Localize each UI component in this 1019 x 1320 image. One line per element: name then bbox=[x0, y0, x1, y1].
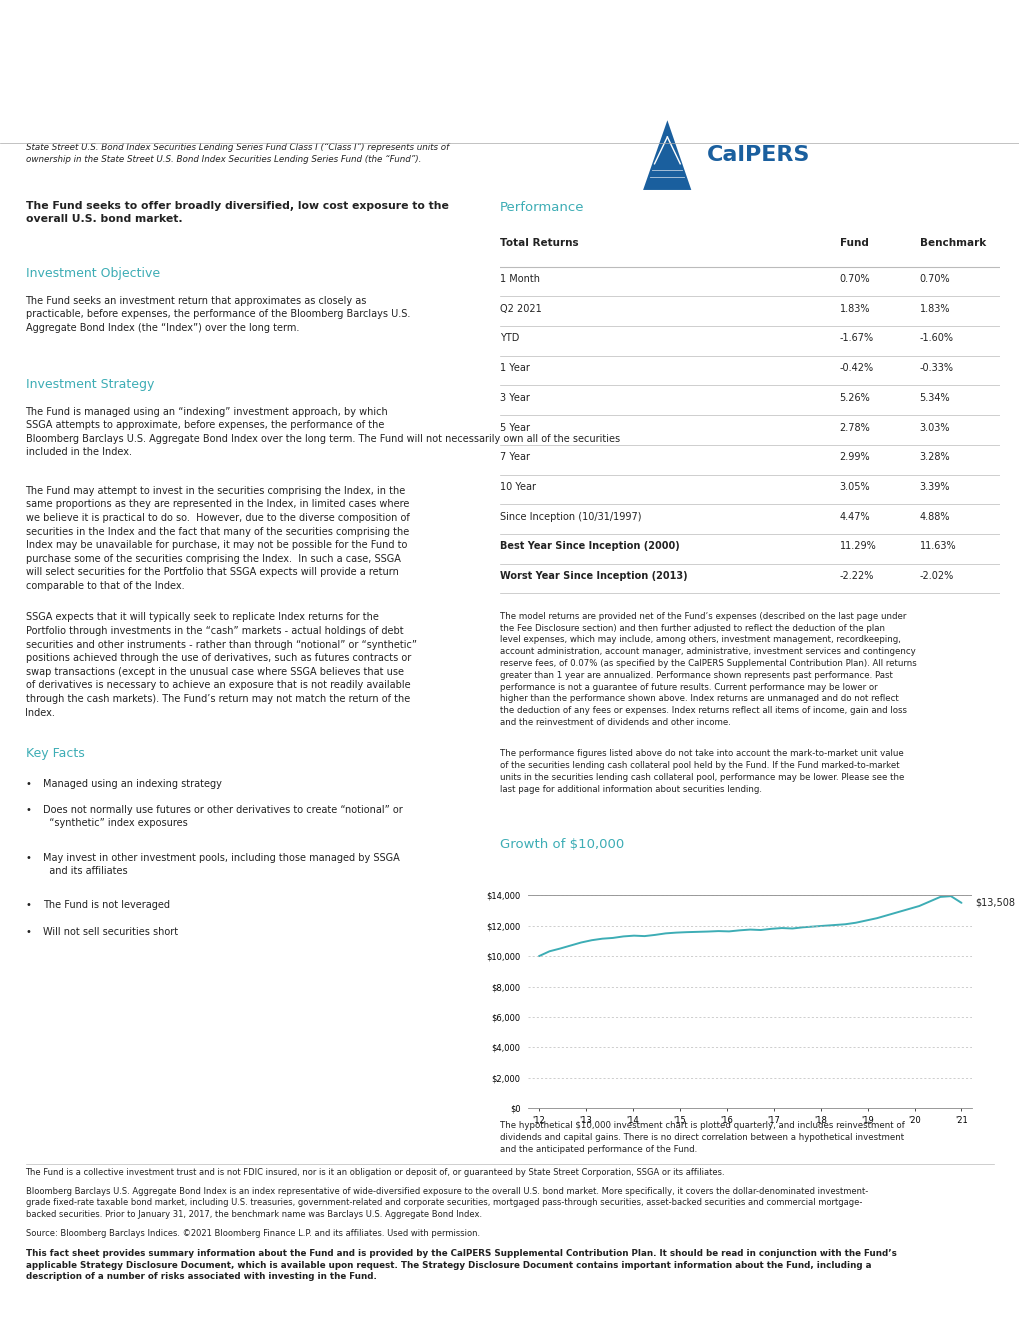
Text: 0.70%: 0.70% bbox=[919, 275, 950, 284]
Text: 11.29%: 11.29% bbox=[839, 541, 875, 552]
Text: State Street U.S. Bond Index Fund - Class I: State Street U.S. Bond Index Fund - Clas… bbox=[217, 48, 802, 73]
Text: The Fund seeks to offer broadly diversified, low cost exposure to the
overall U.: The Fund seeks to offer broadly diversif… bbox=[25, 201, 448, 224]
Text: The Fund is not leveraged: The Fund is not leveraged bbox=[43, 900, 170, 911]
Text: SSGA expects that it will typically seek to replicate Index returns for the
Port: SSGA expects that it will typically seek… bbox=[25, 612, 416, 718]
Text: This fact sheet provides summary information about the Fund and is provided by t: This fact sheet provides summary informa… bbox=[25, 1249, 896, 1282]
Text: 5.26%: 5.26% bbox=[839, 393, 869, 403]
Text: State Street U.S. Bond Index Securities Lending Series Fund Class I (“Class I”) : State Street U.S. Bond Index Securities … bbox=[25, 143, 448, 164]
Text: The Fund is managed using an “indexing” investment approach, by which
SSGA attem: The Fund is managed using an “indexing” … bbox=[25, 407, 619, 457]
Text: 2.78%: 2.78% bbox=[839, 422, 869, 433]
Text: Benchmark: Benchmark bbox=[919, 238, 985, 248]
Text: The performance figures listed above do not take into account the mark-to-market: The performance figures listed above do … bbox=[499, 750, 903, 793]
Text: 1.83%: 1.83% bbox=[919, 304, 950, 314]
Text: 3.05%: 3.05% bbox=[839, 482, 869, 492]
Text: -0.42%: -0.42% bbox=[839, 363, 873, 374]
Text: •: • bbox=[25, 779, 32, 789]
Text: $13,508: $13,508 bbox=[974, 898, 1014, 908]
Text: 0.70%: 0.70% bbox=[839, 275, 869, 284]
Text: The model returns are provided net of the Fund’s expenses (described on the last: The model returns are provided net of th… bbox=[499, 612, 916, 727]
Text: The Fund is a collective investment trust and is not FDIC insured, nor is it an : The Fund is a collective investment trus… bbox=[25, 1168, 725, 1177]
Text: 3.39%: 3.39% bbox=[919, 482, 950, 492]
Text: YTD: YTD bbox=[499, 334, 519, 343]
Text: Key Facts: Key Facts bbox=[25, 747, 85, 760]
Text: CalPERS: CalPERS bbox=[707, 145, 810, 165]
Text: STATE STREET: STATE STREET bbox=[22, 32, 171, 50]
Text: 3 Year: 3 Year bbox=[499, 393, 529, 403]
Text: Performance: Performance bbox=[499, 201, 584, 214]
Text: 10 Year: 10 Year bbox=[499, 482, 535, 492]
Text: 1 Month: 1 Month bbox=[499, 275, 539, 284]
Text: -2.02%: -2.02% bbox=[919, 572, 953, 581]
Text: The Fund may attempt to invest in the securities comprising the Index, in the
sa: The Fund may attempt to invest in the se… bbox=[25, 486, 409, 591]
Text: 5 Year: 5 Year bbox=[499, 422, 529, 433]
Text: Investment Objective: Investment Objective bbox=[25, 267, 159, 280]
Text: 2.99%: 2.99% bbox=[839, 453, 869, 462]
Text: Will not sell securities short: Will not sell securities short bbox=[43, 927, 178, 937]
Text: 4.88%: 4.88% bbox=[919, 512, 950, 521]
Text: CalPERS Supplemental Contribution Plan: CalPERS Supplemental Contribution Plan bbox=[404, 20, 615, 30]
Text: GLOBAL
ADVISORS: GLOBAL ADVISORS bbox=[170, 29, 208, 42]
Text: Source: Bloomberg Barclays Indices. ©2021 Bloomberg Finance L.P. and its affilia: Source: Bloomberg Barclays Indices. ©202… bbox=[25, 1229, 479, 1238]
Text: -2.22%: -2.22% bbox=[839, 572, 873, 581]
Text: 30 June 2021: 30 June 2021 bbox=[471, 116, 548, 129]
Text: 4.47%: 4.47% bbox=[839, 512, 869, 521]
Text: 3.03%: 3.03% bbox=[919, 422, 950, 433]
Text: 1.83%: 1.83% bbox=[839, 304, 869, 314]
Text: May invest in other investment pools, including those managed by SSGA
  and its : May invest in other investment pools, in… bbox=[43, 853, 399, 876]
Text: 3.28%: 3.28% bbox=[919, 453, 950, 462]
Text: -0.33%: -0.33% bbox=[919, 363, 953, 374]
Text: Total Returns: Total Returns bbox=[499, 238, 578, 248]
Text: •: • bbox=[25, 927, 32, 937]
Text: Growth of $10,000: Growth of $10,000 bbox=[499, 838, 624, 850]
Text: Managed using an indexing strategy: Managed using an indexing strategy bbox=[43, 779, 222, 789]
Text: -1.67%: -1.67% bbox=[839, 334, 873, 343]
Text: Bloomberg Barclays U.S. Aggregate Bond Index is an index representative of wide-: Bloomberg Barclays U.S. Aggregate Bond I… bbox=[25, 1187, 867, 1220]
Text: •: • bbox=[25, 900, 32, 911]
Text: Worst Year Since Inception (2013): Worst Year Since Inception (2013) bbox=[499, 572, 687, 581]
Text: Does not normally use futures or other derivatives to create “notional” or
  “sy: Does not normally use futures or other d… bbox=[43, 805, 403, 829]
Text: Investment Strategy: Investment Strategy bbox=[25, 378, 154, 391]
Text: 7 Year: 7 Year bbox=[499, 453, 529, 462]
Text: Since Inception (10/31/1997): Since Inception (10/31/1997) bbox=[499, 512, 641, 521]
Text: -1.60%: -1.60% bbox=[919, 334, 953, 343]
Text: Best Year Since Inception (2000): Best Year Since Inception (2000) bbox=[499, 541, 679, 552]
Text: The hypothetical $10,000 investment chart is plotted quarterly, and includes rei: The hypothetical $10,000 investment char… bbox=[499, 1121, 904, 1154]
Text: The Fund seeks an investment return that approximates as closely as
practicable,: The Fund seeks an investment return that… bbox=[25, 296, 410, 333]
Text: Fund: Fund bbox=[839, 238, 868, 248]
Text: •: • bbox=[25, 853, 32, 863]
Text: 11.63%: 11.63% bbox=[919, 541, 956, 552]
Text: •: • bbox=[25, 805, 32, 816]
Text: 5.34%: 5.34% bbox=[919, 393, 950, 403]
Polygon shape bbox=[643, 120, 691, 190]
Text: Q2 2021: Q2 2021 bbox=[499, 304, 541, 314]
Text: 1 Year: 1 Year bbox=[499, 363, 529, 374]
